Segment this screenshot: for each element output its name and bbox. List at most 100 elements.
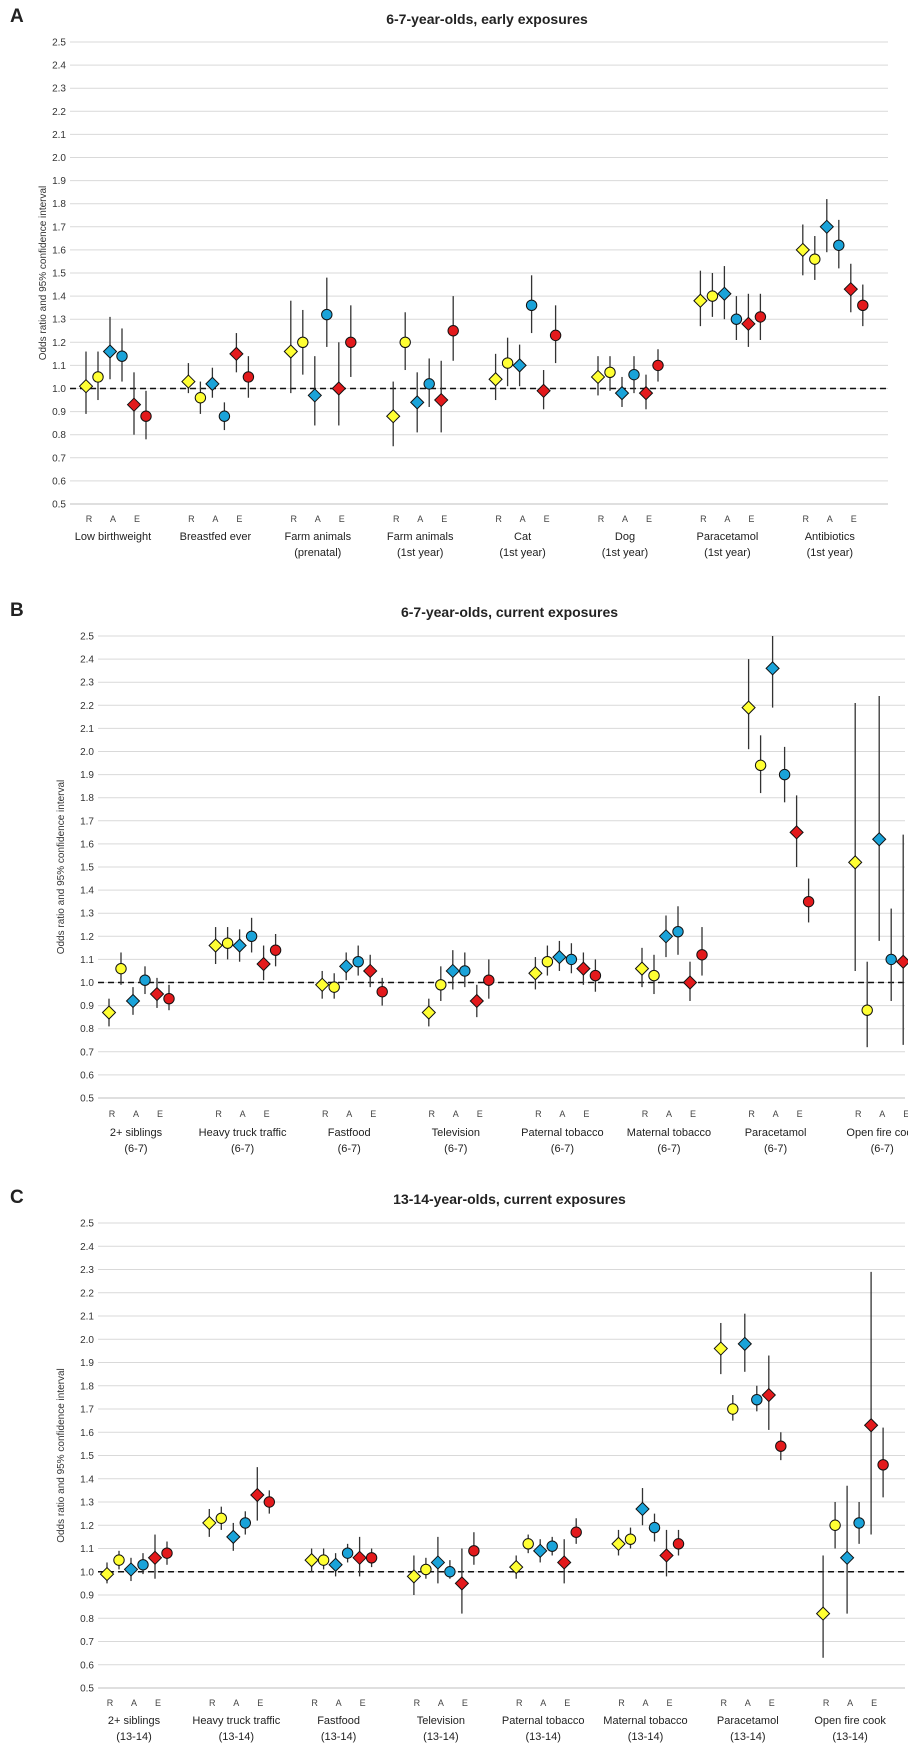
panel-letter: B — [10, 600, 24, 621]
category-group: R A E Open fire cook (6-7) — [846, 696, 908, 1155]
category-label: Dog — [615, 531, 635, 543]
sub-label-r: R — [209, 1698, 216, 1708]
sub-label-e: E — [797, 1109, 803, 1119]
category-sublabel: (13-14) — [219, 1731, 254, 1743]
point-r-circle — [113, 1554, 125, 1566]
sub-label-e: E — [903, 1109, 908, 1119]
point-a-circle — [833, 239, 845, 251]
point-e-circle — [857, 299, 869, 312]
point-a-diamond — [328, 1557, 343, 1572]
point-e-diamond — [362, 963, 378, 979]
y-tick-label: 1.4 — [80, 1474, 94, 1485]
category-group: R A E Cat (1st year) — [488, 275, 562, 559]
point-e-diamond — [659, 1548, 674, 1563]
point-e-diamond — [789, 825, 804, 840]
point-a-circle — [218, 410, 231, 422]
point-a-circle — [778, 768, 791, 781]
category-group: R A E Heavy truck traffic (13-14) — [192, 1467, 281, 1743]
category-label: Heavy truck traffic — [199, 1127, 287, 1139]
sub-label-e: E — [155, 1698, 161, 1708]
point-e-diamond — [126, 397, 142, 412]
point-a-diamond — [635, 1501, 650, 1517]
category-sublabel: (1st year) — [807, 547, 853, 559]
point-a-diamond — [307, 388, 323, 403]
sub-label-a: A — [622, 514, 628, 524]
sub-label-r: R — [429, 1109, 436, 1119]
y-tick-label: 0.8 — [80, 1024, 94, 1035]
point-r-diamond — [202, 1515, 217, 1531]
point-r-diamond — [741, 700, 756, 715]
y-tick-label: 2.5 — [52, 38, 66, 49]
category-label: Farm animals — [284, 531, 351, 543]
sub-label-a: A — [666, 1109, 672, 1119]
category-sublabel: (6-7) — [124, 1143, 147, 1155]
y-tick-label: 2.0 — [80, 747, 94, 758]
y-tick-label: 0.7 — [52, 453, 66, 464]
point-r-circle — [328, 981, 340, 993]
y-tick-label: 1.8 — [52, 199, 66, 210]
y-tick-label: 1.1 — [52, 361, 66, 372]
y-tick-label: 1.6 — [80, 1428, 94, 1439]
category-sublabel: (13-14) — [730, 1731, 765, 1743]
point-a-circle — [137, 1559, 149, 1571]
point-r-circle — [604, 366, 616, 379]
point-r-circle — [115, 962, 127, 975]
category-label: Paternal tobacco — [502, 1715, 585, 1727]
point-e-diamond — [147, 1550, 163, 1566]
sub-label-e: E — [477, 1109, 483, 1119]
category-group: R A E Open fire cook (13-14) — [814, 1271, 889, 1743]
sub-label-r: R — [322, 1109, 329, 1119]
sub-label-a: A — [559, 1109, 565, 1119]
point-r-diamond — [421, 1005, 437, 1020]
y-tick-label: 1.3 — [52, 315, 66, 326]
point-e-diamond — [469, 993, 485, 1009]
point-a-circle — [751, 1394, 763, 1406]
point-e-diamond — [895, 954, 908, 969]
point-r-diamond — [406, 1569, 422, 1584]
sub-label-a: A — [540, 1698, 546, 1708]
point-e-circle — [365, 1552, 378, 1564]
y-tick-label: 1.5 — [52, 269, 66, 280]
sub-label-r: R — [803, 514, 810, 524]
y-tick-label: 0.9 — [80, 1001, 94, 1012]
y-tick-label: 1.1 — [80, 955, 94, 966]
point-e-circle — [447, 325, 459, 337]
point-r-diamond — [634, 961, 650, 976]
category-sublabel: (1st year) — [499, 547, 545, 559]
y-tick-label: 1.3 — [80, 909, 94, 920]
point-e-diamond — [761, 1387, 777, 1403]
y-tick-label: 0.6 — [80, 1660, 94, 1671]
sub-label-r: R — [748, 1109, 755, 1119]
point-r-diamond — [208, 938, 223, 953]
category-label: Breastfed ever — [180, 531, 252, 543]
y-tick-label: 1.0 — [80, 978, 94, 989]
point-a-circle — [341, 1547, 354, 1559]
y-tick-label: 0.9 — [52, 407, 66, 418]
category-sublabel: (6-7) — [231, 1143, 254, 1155]
y-axis-label: Odds ratio and 95% confidence interval — [56, 780, 67, 955]
category-label: Antibiotics — [805, 531, 856, 543]
sub-label-e: E — [748, 514, 754, 524]
point-a-diamond — [409, 395, 425, 410]
category-sublabel: (6-7) — [871, 1143, 894, 1155]
point-a-circle — [459, 965, 471, 977]
sub-label-e: E — [264, 1109, 270, 1119]
point-r-diamond — [101, 1005, 117, 1020]
point-a-diamond — [552, 949, 567, 965]
y-tick-label: 1.9 — [80, 770, 94, 781]
sub-label-a: A — [438, 1698, 444, 1708]
point-a-circle — [139, 974, 151, 986]
point-r-diamond — [283, 344, 299, 359]
y-tick-label: 0.5 — [80, 1684, 94, 1695]
y-tick-label: 1.5 — [80, 863, 94, 874]
sub-label-r: R — [642, 1109, 649, 1119]
point-a-diamond — [102, 344, 118, 359]
point-e-diamond — [250, 1487, 265, 1503]
point-r-diamond — [815, 1606, 831, 1621]
point-a-diamond — [658, 929, 674, 944]
panel-a: A 6-7-year-olds, early exposures 0.5 0.6 0.7… — [10, 6, 888, 559]
point-a-circle — [853, 1517, 865, 1529]
point-r-circle — [754, 759, 767, 772]
point-a-diamond — [532, 1543, 548, 1559]
